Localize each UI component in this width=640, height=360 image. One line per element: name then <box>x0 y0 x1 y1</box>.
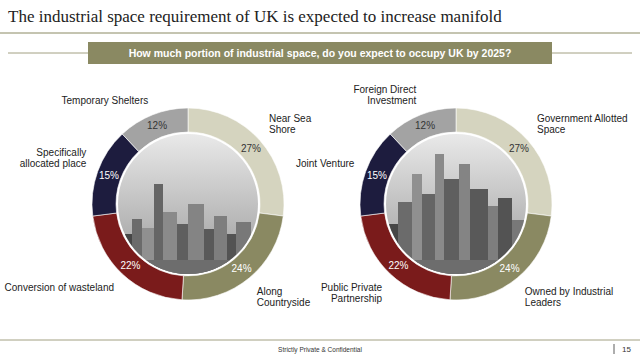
donut-slice <box>182 213 283 300</box>
category-label-line: Shore <box>269 124 296 135</box>
category-label: Joint Venture <box>296 158 355 169</box>
labels: 27% Government AllottedSpace 24% Owned by I… <box>296 84 628 309</box>
category-label: Public PrivatePartnership <box>321 282 383 304</box>
category-label: Foreign DirectInvestment <box>353 84 416 106</box>
category-label: Government AllottedSpace <box>537 113 628 135</box>
donut-slice <box>390 108 456 152</box>
category-label-line: Public Private <box>321 282 383 293</box>
city-building <box>459 164 470 274</box>
category-label-line: Partnership <box>331 293 383 304</box>
category-label-line: Temporary Shelters <box>62 95 149 106</box>
city-image <box>386 134 526 274</box>
category-label-line: Specifically <box>36 147 86 158</box>
donut-slice <box>122 108 188 152</box>
slide: The industrial space requirement of UK i… <box>0 0 640 360</box>
data-label: 12% <box>147 120 167 131</box>
title-rule <box>0 33 640 34</box>
slices <box>360 108 552 300</box>
data-label: 12% <box>415 120 435 131</box>
category-label: AlongCountryside <box>257 286 311 308</box>
data-label: 24% <box>500 263 520 274</box>
category-label: Specificallyallocated place <box>20 147 87 169</box>
page-number: 15 <box>622 345 631 354</box>
category-label: Near SeaShore <box>269 113 312 135</box>
question-banner <box>88 42 552 64</box>
category-label-line: Countryside <box>257 297 311 308</box>
page-divider <box>614 344 615 354</box>
city-image <box>118 134 261 274</box>
category-label-line: Conversion of wasteland <box>5 282 115 293</box>
data-label: 22% <box>120 260 140 271</box>
category-label-line: Leaders <box>525 297 561 308</box>
data-label: 24% <box>232 263 252 274</box>
category-label-line: Space <box>537 124 566 135</box>
city-building <box>412 174 422 274</box>
data-label: 27% <box>509 143 529 154</box>
category-label-line: Along <box>257 286 283 297</box>
category-label: Owned by IndustrialLeaders <box>525 286 613 308</box>
city-sky <box>118 134 258 274</box>
category-label-line: Joint Venture <box>296 158 355 169</box>
data-label: 27% <box>241 143 261 154</box>
slide-title: The industrial space requirement of UK i… <box>8 7 502 26</box>
data-label: 22% <box>388 260 408 271</box>
donut-slice <box>92 134 139 216</box>
city-building <box>435 154 444 274</box>
category-label-line: Investment <box>367 95 416 106</box>
question-text: How much portion of industrial space, do… <box>129 47 512 59</box>
category-label-line: Foreign Direct <box>353 84 416 95</box>
category-label-line: Government Allotted <box>537 113 628 124</box>
footer-text: Strictly Private & Confidential <box>278 346 362 354</box>
data-label: 15% <box>367 170 387 181</box>
data-label: 15% <box>99 170 119 181</box>
labels: 27% Near SeaShore 24% AlongCountryside 22% Co… <box>5 95 312 309</box>
city-building <box>444 179 459 274</box>
footer-rule <box>0 340 640 341</box>
category-label-line: allocated place <box>20 158 87 169</box>
category-label: Temporary Shelters <box>62 95 149 106</box>
city-sky <box>386 134 526 274</box>
category-label-line: Near Sea <box>269 113 312 124</box>
category-label: Conversion of wasteland <box>5 282 115 293</box>
donut-slice <box>360 134 407 216</box>
slices <box>92 108 284 300</box>
category-label-line: Owned by Industrial <box>525 286 613 297</box>
